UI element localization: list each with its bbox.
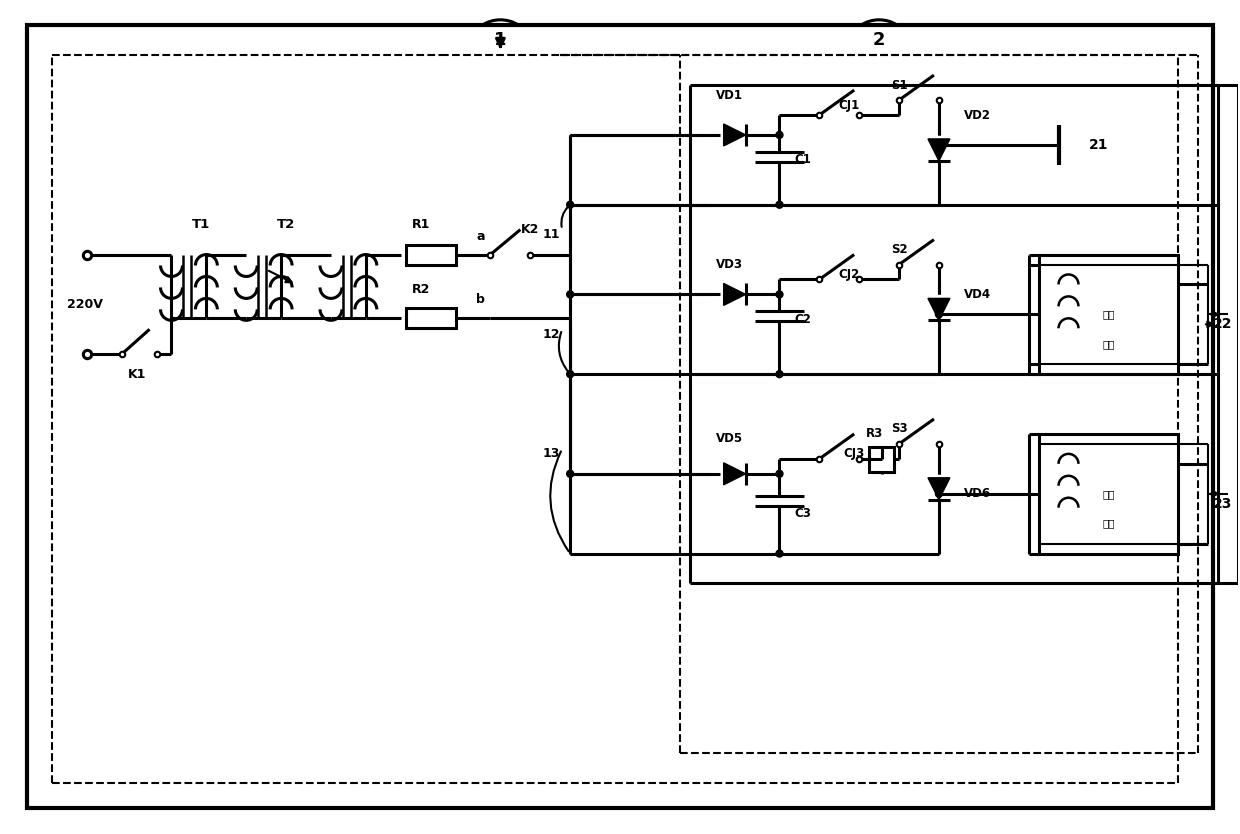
Text: 线圈: 线圈 xyxy=(1102,339,1115,349)
Text: b: b xyxy=(476,293,485,306)
Bar xyxy=(405,309,455,329)
Text: K1: K1 xyxy=(128,368,146,380)
Text: C3: C3 xyxy=(795,507,811,520)
Circle shape xyxy=(567,470,574,477)
Text: S2: S2 xyxy=(890,243,908,256)
Circle shape xyxy=(567,291,574,298)
Bar xyxy=(830,444,1049,574)
Text: 合闸: 合闸 xyxy=(1102,489,1115,499)
Bar xyxy=(1039,254,1178,374)
Circle shape xyxy=(935,490,942,497)
Bar xyxy=(689,95,810,195)
Circle shape xyxy=(935,142,942,148)
Text: 11: 11 xyxy=(543,229,560,241)
Circle shape xyxy=(567,201,574,208)
Text: S1: S1 xyxy=(890,78,908,92)
Bar xyxy=(689,264,810,374)
Text: 22: 22 xyxy=(1213,317,1233,331)
Polygon shape xyxy=(928,478,950,500)
Circle shape xyxy=(567,370,574,378)
Text: 12: 12 xyxy=(543,328,560,341)
Polygon shape xyxy=(724,463,745,485)
Text: 21: 21 xyxy=(1089,138,1107,152)
Text: VD5: VD5 xyxy=(715,432,743,445)
Circle shape xyxy=(776,470,782,477)
Bar xyxy=(869,447,894,472)
Circle shape xyxy=(776,201,782,208)
Bar xyxy=(405,244,455,264)
Text: 线圈: 线圈 xyxy=(1102,519,1115,529)
Text: CJ1: CJ1 xyxy=(838,98,859,112)
Text: C1: C1 xyxy=(795,153,811,166)
Bar xyxy=(689,85,1238,584)
Text: VD4: VD4 xyxy=(963,288,991,301)
Text: VD3: VD3 xyxy=(717,258,743,271)
Circle shape xyxy=(776,291,782,298)
Text: R2: R2 xyxy=(412,283,430,296)
Circle shape xyxy=(776,550,782,557)
Text: K2: K2 xyxy=(521,224,539,236)
Text: 2: 2 xyxy=(873,31,885,49)
Text: CJ2: CJ2 xyxy=(838,268,859,281)
Bar xyxy=(1039,434,1178,554)
Polygon shape xyxy=(724,284,745,305)
Text: 220V: 220V xyxy=(67,298,103,311)
Polygon shape xyxy=(928,139,950,161)
Text: 分闸: 分闸 xyxy=(1102,309,1115,319)
Bar xyxy=(830,95,1049,195)
Text: VD1: VD1 xyxy=(717,88,743,102)
Text: S3: S3 xyxy=(890,423,908,435)
Bar xyxy=(689,444,810,574)
Circle shape xyxy=(935,311,942,318)
Text: VD2: VD2 xyxy=(963,108,991,122)
Polygon shape xyxy=(928,299,950,320)
Text: a: a xyxy=(476,230,485,243)
Text: 1: 1 xyxy=(495,31,507,49)
Polygon shape xyxy=(724,124,745,146)
Text: T2: T2 xyxy=(277,219,295,231)
Bar xyxy=(830,264,1049,374)
Text: VD6: VD6 xyxy=(963,487,991,500)
Text: R3: R3 xyxy=(866,428,883,440)
Text: 23: 23 xyxy=(1213,497,1233,510)
Text: T1: T1 xyxy=(192,219,211,231)
Circle shape xyxy=(776,370,782,378)
Text: 13: 13 xyxy=(543,447,560,460)
Text: C2: C2 xyxy=(795,313,811,326)
Text: CJ3: CJ3 xyxy=(843,447,864,460)
Text: R1: R1 xyxy=(412,219,430,231)
Circle shape xyxy=(776,132,782,138)
